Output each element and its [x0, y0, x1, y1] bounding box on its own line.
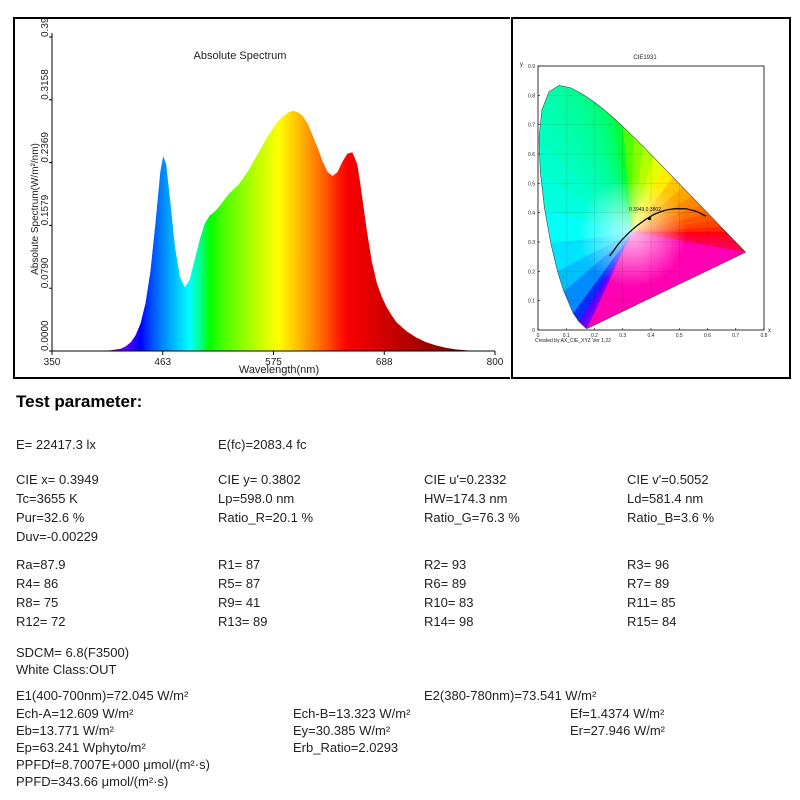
r8-value: R8= 75: [16, 595, 59, 610]
cie-y-tick-label: 0.6: [528, 152, 535, 158]
cie-y-tick-label: 0: [532, 328, 535, 334]
sdcm-value: SDCM= 6.8(F3500): [16, 645, 130, 660]
spectrum-x-tick-label: 800: [487, 357, 504, 368]
spectral-locus-outline: [538, 85, 747, 329]
spectrum-xlabel: Wavelength(nm): [239, 364, 319, 376]
spectrum-x-tick-label: 688: [376, 357, 393, 368]
spectrum-y-tick-label: 0.0000: [40, 320, 51, 351]
e2-value: E2(380-780nm)=73.541 W/m²: [424, 688, 597, 703]
ra-value: Ra=87.9: [16, 557, 66, 572]
ratio-b-value: Ratio_B=3.6 %: [627, 510, 715, 525]
spectrum-title: Absolute Spectrum: [194, 50, 287, 62]
ech-a-value: Ech-A=12.609 W/m²: [16, 706, 134, 721]
cie-y-tick-label: 0.1: [528, 299, 535, 305]
spectrum-chart-panel: 350 463 575 688 800 0.0000 0.0790 0.1579 0.2369 0…: [13, 6, 510, 379]
cie-y-tick-label: 0.8: [528, 93, 535, 99]
cie-x-tick-label: 0.1: [563, 333, 570, 339]
cie-y-tick-label: 0.5: [528, 181, 535, 187]
test-parameter-heading: Test parameter:: [16, 392, 143, 411]
r4-value: R4= 86: [16, 576, 59, 591]
r3-value: R3= 96: [627, 557, 670, 572]
spectrum-y-tick-label: 0.1579: [40, 194, 51, 225]
r1-value: R1= 87: [218, 557, 261, 572]
cie-x-tick-label: 0.8: [761, 333, 768, 339]
r6-value: R6= 89: [424, 576, 467, 591]
erb-ratio-value: Erb_Ratio=2.0293: [293, 740, 399, 755]
cie-x-tick-label: 0.5: [676, 333, 683, 339]
spectrum-chart: 350 463 575 688 800 0.0000 0.0790 0.1579 0.2369 0…: [30, 6, 504, 376]
spectrum-ylabel: Absolute Spectrum(W/m²/nm): [30, 143, 41, 275]
cie-y-tick-label: 0.7: [528, 123, 535, 129]
duv-value: Duv=-0.00229: [16, 529, 99, 544]
spectrum-x-tick-label: 463: [154, 357, 171, 368]
cie-gamut: [539, 85, 746, 329]
cie-ylabel: y: [520, 62, 523, 68]
spectrum-area: [101, 110, 495, 351]
spectrum-y-tick-label: 0.3948: [40, 19, 51, 37]
r2-value: R2= 93: [424, 557, 467, 572]
hw-value: HW=174.3 nm: [424, 491, 508, 506]
spectrum-y-tick-label: 0.3158: [40, 69, 51, 100]
cie-footer: Created by AX_CIE_XYZ Ver 1.22: [535, 338, 611, 344]
ef-value: Ef=1.4374 W/m²: [570, 706, 665, 721]
r10-value: R10= 83: [424, 595, 474, 610]
cie-x-tick-label: 0: [537, 333, 540, 339]
tc-value: Tc=3655 K: [16, 491, 78, 506]
r14-value: R14= 98: [424, 614, 474, 629]
lp-value: Lp=598.0 nm: [218, 491, 295, 506]
cie-point-label: 0.3949,0.3802: [629, 207, 661, 213]
ratio-r-value: Ratio_R=20.1 %: [218, 510, 314, 525]
cie-x-tick-label: 0.7: [732, 333, 739, 339]
r5-value: R5= 87: [218, 576, 261, 591]
ld-value: Ld=581.4 nm: [627, 491, 704, 506]
cie-x-value: CIE x= 0.3949: [16, 472, 99, 487]
r15-value: R15= 84: [627, 614, 677, 629]
cie-x-tick-label: 0.3: [619, 333, 626, 339]
spectrum-y-tick-label: 0.2369: [40, 132, 51, 163]
cie-y-value: CIE y= 0.3802: [218, 472, 301, 487]
white-class-value: White Class:OUT: [16, 662, 117, 677]
cie-xunit: x: [768, 328, 771, 334]
cie-title: CIE1931: [633, 55, 657, 61]
cie-y-tick-label: 0.4: [528, 211, 535, 217]
pur-value: Pur=32.6 %: [16, 510, 85, 525]
ppfdf-value: PPFDf=8.7007E+000 μmol/(m²·s): [16, 757, 210, 772]
ratio-g-value: Ratio_G=76.3 %: [424, 510, 520, 525]
ech-b-value: Ech-B=13.323 W/m²: [293, 706, 411, 721]
cie-x-tick-label: 0.2: [591, 333, 598, 339]
ep-value: Ep=63.241 Wphyto/m²: [16, 740, 146, 755]
cie-measured-point: [647, 216, 652, 221]
cie-y-tick-label: 0.9: [528, 64, 535, 70]
cie-chart-panel: 0 0.1 0.2 0.3 0.4 0.5 0.6 0.7 0.8 0 0.1 0.2 0.3 0.4 0.…: [511, 17, 791, 379]
eb-value: Eb=13.771 W/m²: [16, 723, 114, 738]
er-value: Er=27.946 W/m²: [570, 723, 666, 738]
r13-value: R13= 89: [218, 614, 268, 629]
cie-y-tick-label: 0.2: [528, 269, 535, 275]
cie-x-tick-label: 0.6: [704, 333, 711, 339]
r11-value: R11= 85: [627, 595, 676, 610]
ey-value: Ey=30.385 W/m²: [293, 723, 391, 738]
cie-u-value: CIE u'=0.2332: [424, 472, 507, 487]
ppfd-value: PPFD=343.66 μmol/(m²·s): [16, 774, 169, 789]
illuminance-lx: E= 22417.3 lx: [16, 437, 96, 452]
spectrum-y-tick-label: 0.0790: [40, 257, 51, 288]
r9-value: R9= 41: [218, 595, 261, 610]
e1-value: E1(400-700nm)=72.045 W/m²: [16, 688, 189, 703]
cie-x-tick-label: 0.4: [648, 333, 655, 339]
spectrum-x-tick-label: 575: [265, 357, 282, 368]
cie-v-value: CIE v'=0.5052: [627, 472, 709, 487]
illuminance-fc: E(fc)=2083.4 fc: [218, 437, 307, 452]
r12-value: R12= 72: [16, 614, 66, 629]
cie-y-tick-label: 0.3: [528, 240, 535, 246]
r7-value: R7= 89: [627, 576, 670, 591]
spectrum-x-tick-label: 350: [44, 357, 61, 368]
cie-diagram: 0 0.1 0.2 0.3 0.4 0.5 0.6 0.7 0.8 0 0.1 0.2 0.3 0.4 0.…: [520, 55, 771, 344]
